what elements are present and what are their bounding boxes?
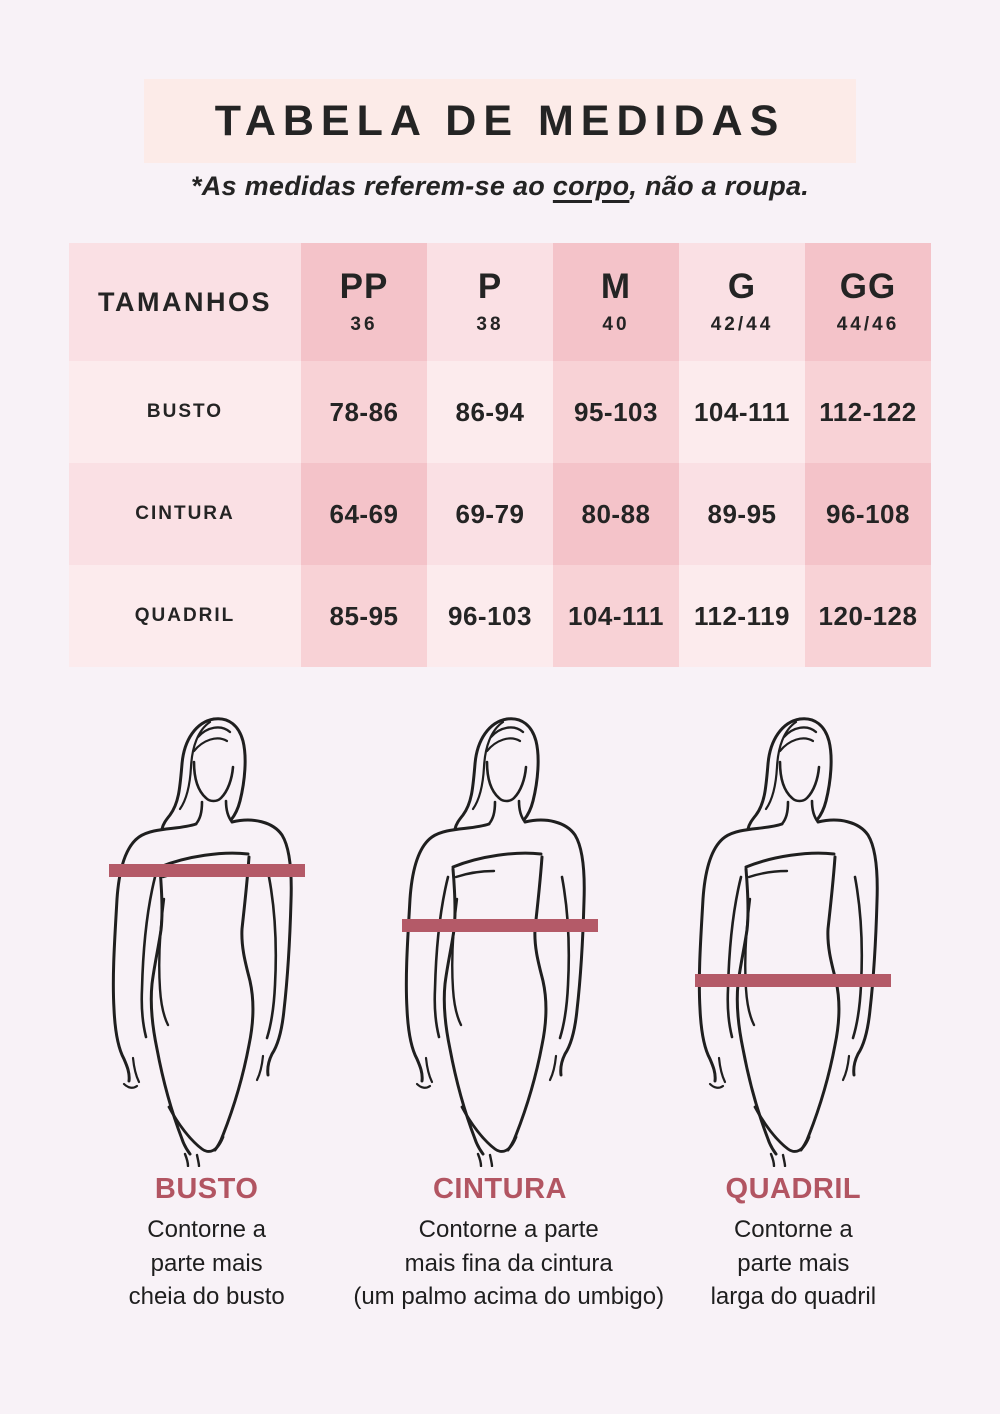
table-cell: 69-79 bbox=[427, 463, 553, 565]
guide-description-busto: Contorne a parte mais cheia do busto bbox=[128, 1216, 285, 1311]
guide-heading-busto: BUSTO bbox=[154, 1173, 259, 1205]
table-corner-header: TAMANHOS bbox=[69, 243, 301, 361]
size-number: 44/46 bbox=[836, 313, 900, 335]
size-label: P bbox=[477, 267, 503, 307]
woman-figure-waist-illustration bbox=[401, 717, 598, 1167]
size-table: TAMANHOS PP 36 P 38 M 40 G 42/44 GG 44/4… bbox=[69, 243, 931, 667]
guide-description-quadril: Contorne a parte mais larga do quadril bbox=[710, 1216, 877, 1311]
size-number: 38 bbox=[476, 313, 504, 335]
guide-heading-quadril: QUADRIL bbox=[725, 1173, 862, 1205]
subtitle-prefix: *As medidas referem-se ao bbox=[190, 171, 553, 201]
col-header-pp: PP 36 bbox=[301, 243, 427, 361]
woman-figure-hip-illustration bbox=[695, 717, 892, 1167]
table-cell: 104-111 bbox=[553, 565, 679, 667]
size-number: 36 bbox=[350, 313, 378, 335]
table-cell: 96-108 bbox=[805, 463, 931, 565]
page-title: TABELA DE MEDIDAS bbox=[214, 96, 786, 145]
table-cell: 95-103 bbox=[553, 361, 679, 463]
subtitle-suffix: , não a roupa. bbox=[629, 171, 810, 201]
measurement-guide-section: BUSTO Contorne a parte mais cheia do bus… bbox=[60, 707, 940, 1314]
table-cell: 80-88 bbox=[553, 463, 679, 565]
table-cell: 85-95 bbox=[301, 565, 427, 667]
size-label: GG bbox=[839, 267, 897, 307]
col-header-m: M 40 bbox=[553, 243, 679, 361]
row-label-quadril: QUADRIL bbox=[69, 565, 301, 667]
table-cell: 104-111 bbox=[679, 361, 805, 463]
size-label: PP bbox=[339, 267, 389, 307]
guide-column-busto: BUSTO Contorne a parte mais cheia do bus… bbox=[60, 707, 353, 1314]
size-label: G bbox=[727, 267, 757, 307]
table-cell: 112-122 bbox=[805, 361, 931, 463]
subtitle-note: *As medidas referem-se ao corpo, não a r… bbox=[0, 171, 1000, 202]
table-cell: 89-95 bbox=[679, 463, 805, 565]
guide-heading-cintura: CINTURA bbox=[432, 1173, 567, 1205]
row-label-cintura: CINTURA bbox=[69, 463, 301, 565]
table-cell: 112-119 bbox=[679, 565, 805, 667]
col-header-gg: GG 44/46 bbox=[805, 243, 931, 361]
waist-measure-band bbox=[401, 919, 598, 932]
table-cell: 120-128 bbox=[805, 565, 931, 667]
guide-column-cintura: CINTURA Contorne a parte mais fina da ci… bbox=[353, 707, 664, 1314]
guide-column-quadril: QUADRIL Contorne a parte mais larga do q… bbox=[647, 707, 940, 1314]
guide-description-cintura: Contorne a parte mais fina da cintura (u… bbox=[353, 1216, 665, 1311]
size-number: 42/44 bbox=[710, 313, 774, 335]
col-header-p: P 38 bbox=[427, 243, 553, 361]
table-cell: 96-103 bbox=[427, 565, 553, 667]
table-cell: 78-86 bbox=[301, 361, 427, 463]
woman-figure-bust-illustration bbox=[108, 717, 305, 1167]
title-banner: TABELA DE MEDIDAS bbox=[144, 79, 856, 163]
bust-measure-band bbox=[108, 864, 305, 877]
size-number: 40 bbox=[602, 313, 630, 335]
table-cell: 86-94 bbox=[427, 361, 553, 463]
col-header-g: G 42/44 bbox=[679, 243, 805, 361]
row-label-busto: BUSTO bbox=[69, 361, 301, 463]
size-label: M bbox=[600, 267, 632, 307]
subtitle-underlined-word: corpo bbox=[552, 171, 630, 201]
corner-label: TAMANHOS bbox=[98, 286, 272, 317]
table-cell: 64-69 bbox=[301, 463, 427, 565]
hip-measure-band bbox=[695, 974, 892, 987]
